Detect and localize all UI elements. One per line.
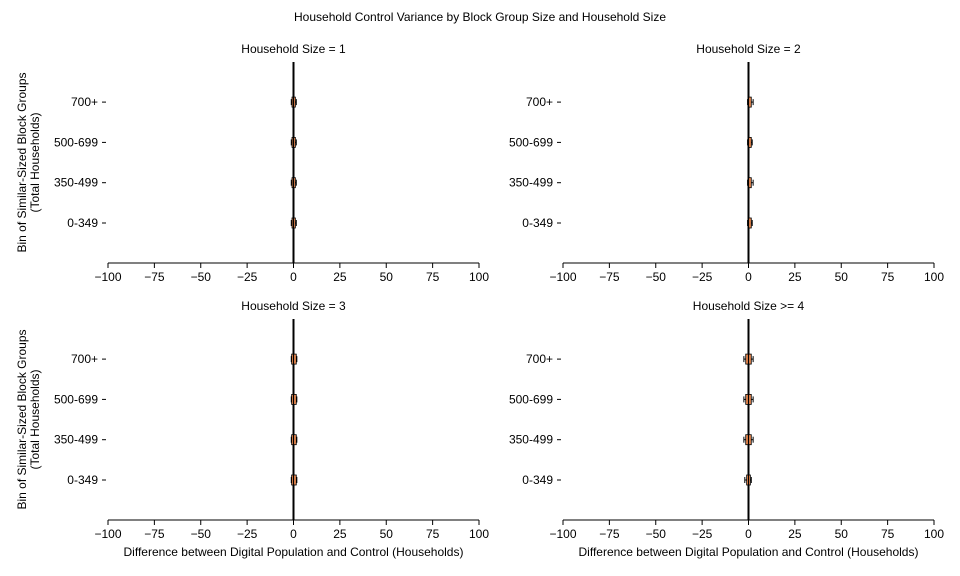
y-tick-label: 350-499 [509,176,553,190]
x-tick-label: −100 [549,527,576,541]
x-tick-label: −25 [692,527,713,541]
x-tick-label: −100 [94,527,121,541]
x-tick-label: 0 [290,270,297,284]
chart-panel-2: Household Size = 2 −100 −75 −50 −25 0 25 50 75 10… [509,42,944,284]
box-0-349 [747,217,753,229]
y-tick-label: 0-349 [67,473,98,487]
y-tick-label: 700+ [71,95,98,109]
y-axis-label: Bin of Similar-Sized Block Groups(Total … [15,329,42,509]
y-tick-label: 0-349 [522,473,553,487]
box-700+ [747,96,754,108]
y-tick-label: 350-499 [54,176,98,190]
box-350-499 [290,434,298,446]
x-tick-label: 25 [788,270,802,284]
x-tick-label: 50 [835,527,849,541]
x-tick-label: 75 [426,270,440,284]
x-axis-label: Difference between Digital Population an… [579,545,919,559]
x-tick-label: −50 [646,270,667,284]
x-tick-label: −100 [94,270,121,284]
x-tick-label: 0 [290,527,297,541]
y-tick-label: 700+ [526,352,553,366]
chart-panel-3: Household Size = 3 −100 −75 −50 −25 0 25 50 75 10… [15,299,489,559]
box-700+ [290,96,297,108]
y-tick-label: 700+ [526,95,553,109]
box-350-499 [290,177,297,189]
y-tick-label: 500-699 [54,135,98,149]
y-tick-label: 350-499 [54,433,98,447]
x-tick-label: −100 [549,270,576,284]
box-350-499 [747,177,754,189]
x-tick-label: −50 [191,527,212,541]
y-tick-label: 350-499 [509,433,553,447]
y-axis-label-line: Bin of Similar-Sized Block Groups [15,329,29,509]
x-tick-label: 50 [380,270,394,284]
panel-title: Household Size = 2 [696,42,801,56]
y-axis-label: Bin of Similar-Sized Block Groups(Total … [15,72,42,252]
x-tick-label: 100 [469,527,489,541]
x-tick-label: 75 [426,527,440,541]
x-tick-label: −25 [692,270,713,284]
box-500-699 [290,393,298,405]
x-tick-label: −75 [144,527,165,541]
panel-title: Household Size = 1 [241,42,346,56]
box-500-699 [290,136,297,148]
y-tick-label: 500-699 [509,392,553,406]
x-tick-label: 100 [924,527,944,541]
x-tick-label: −75 [599,270,620,284]
box-0-349 [290,217,297,229]
x-tick-label: 0 [745,527,752,541]
x-tick-label: −25 [237,270,258,284]
box-350-499 [743,434,754,446]
box-700+ [743,353,754,365]
box-500-699 [743,393,754,405]
x-tick-label: −75 [599,527,620,541]
y-tick-label: 700+ [71,352,98,366]
box-700+ [290,353,298,365]
panel-title: Household Size = 3 [241,299,346,313]
x-tick-label: 25 [788,527,802,541]
x-tick-label: −25 [237,527,258,541]
x-tick-label: 50 [380,527,394,541]
x-tick-label: 100 [924,270,944,284]
y-tick-label: 0-349 [67,216,98,230]
panel-title: Household Size >= 4 [693,299,805,313]
y-tick-label: 500-699 [54,392,98,406]
x-tick-label: 75 [881,527,895,541]
y-tick-label: 500-699 [509,135,553,149]
x-tick-label: 75 [881,270,895,284]
x-tick-label: 100 [469,270,489,284]
box-0-349 [744,474,752,486]
x-tick-label: −50 [646,527,667,541]
x-tick-label: 25 [333,527,347,541]
x-tick-label: −75 [144,270,165,284]
box-0-349 [290,474,298,486]
y-axis-label-line: (Total Households) [28,112,42,212]
y-axis-label-line: Bin of Similar-Sized Block Groups [15,72,29,252]
x-tick-label: 0 [745,270,752,284]
chart-panel-4: Household Size >= 4 −100 −75 −50 −25 0 25 50 75 1… [509,299,944,559]
y-tick-label: 0-349 [522,216,553,230]
chart-panel-1: Household Size = 1 −100 −75 −50 −25 0 25 50 75 10… [15,42,489,284]
x-tick-label: −50 [191,270,212,284]
x-tick-label: 50 [835,270,849,284]
y-axis-label-line: (Total Households) [28,369,42,469]
figure-title: Household Control Variance by Block Grou… [294,10,666,24]
x-axis-label: Difference between Digital Population an… [124,545,464,559]
box-500-699 [747,136,753,148]
x-tick-label: 25 [333,270,347,284]
